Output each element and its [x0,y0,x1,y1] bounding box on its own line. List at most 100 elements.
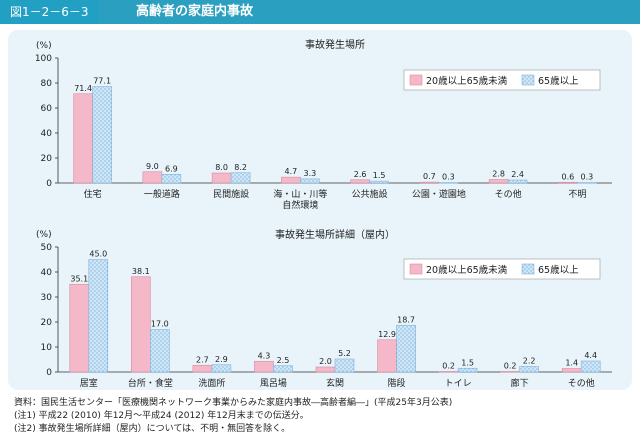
chart-0-data-label: 9.0 [146,162,159,171]
chart-1-ylabel: (%) [36,230,52,240]
chart-0-data-label: 1.5 [373,171,386,180]
chart-1-ytick-label: 30 [41,293,53,303]
chart-0-bar-under65 [73,93,93,184]
note-2: (注2) 事故発生場所詳細（屋内）については、不明・無回答を除く。 [14,424,291,434]
chart-0-ytick-label: 60 [41,104,53,114]
chart-0-bar-under65 [419,181,440,184]
chart-1-bar-over65 [396,324,416,373]
chart-1-bar-under65 [254,360,274,373]
chart-1-data-label: 35.1 [70,274,88,283]
chart-0-data-label: 2.6 [354,170,367,179]
chart-1-category-label: 玄関 [326,377,344,389]
chart-0-category-label: 自然環境 [282,199,318,211]
chart-1-ytick-label: 10 [41,343,53,353]
chart-1-bar-under65 [131,276,151,373]
chart-1-data-label: 4.3 [258,351,271,360]
chart-1-data-label: 1.5 [461,358,474,367]
chart-0-category-label: 公共施設 [352,188,388,200]
chart-0-category-label: その他 [495,188,522,200]
chart-0-data-label: 8.2 [234,163,247,172]
chart-1-data-label: 0.2 [504,362,517,371]
chart-1-data-label: 4.4 [584,351,597,360]
chart-0-data-label: 8.0 [215,163,228,172]
chart-1-category-label: 階段 [388,377,406,389]
chart-0-bar-under65 [558,181,578,184]
chart-1-data-label: 1.4 [565,359,578,368]
note-1: (注1) 平成22 (2010) 年12月～平成24 (2012) 年12月末ま… [14,411,309,421]
chart-0-ylabel: (%) [36,41,52,51]
chart-0-ytick-label: 80 [41,79,53,89]
chart-0-bar-over65 [438,182,459,184]
chart-0-bar-under65 [142,171,163,184]
chart-1-category-label: 風呂場 [260,377,287,389]
chart-1-bar-under65 [315,366,336,373]
chart-0-category-label: 海・山・川等 [273,188,327,200]
chart-1-bar-over65 [211,364,232,373]
figure-header: 図1－2－6－3 高齢者の家庭内事故 [0,0,640,24]
chart-1-data-label: 2.0 [319,357,332,366]
chart-1-title: 事故発生場所詳細（屋内） [275,228,395,241]
chart-1-category-label: その他 [568,377,595,389]
chart-0-legend-label: 65歳以上 [538,75,579,87]
chart-1-data-label: 12.9 [378,330,396,339]
chart-1-ytick-label: 0 [46,368,52,378]
chart-0-data-label: 3.3 [304,169,317,178]
chart-1-ytick-label: 40 [41,268,53,278]
chart-1-ytick-label: 50 [41,243,53,253]
chart-1-legend-label: 65歳以上 [538,264,579,276]
chart-0-ytick-label: 20 [41,154,53,164]
chart-0-data-label: 0.3 [442,173,455,182]
chart-0-legend-label: 20歳以上65歳未満 [426,75,508,87]
chart-0-data-label: 71.4 [74,84,92,93]
chart-1-bar-over65 [457,367,478,373]
chart-0-data-label: 77.1 [93,77,111,86]
chart-1-bar-under65 [500,371,520,373]
chart-1-legend-box [403,258,601,280]
chart-1-bar-over65 [273,365,293,373]
chart-1-data-label: 38.1 [132,267,150,276]
chart-1-ytick-label: 20 [41,318,53,328]
chart-0-title: 事故発生場所 [305,38,365,51]
chart-0-bar-under65 [281,176,301,184]
chart-0-data-label: 2.8 [492,170,505,179]
chart-0-bar-over65 [369,180,389,184]
chart-0-category-label: 民間施設 [213,188,249,200]
chart-1-data-label: 45.0 [89,250,107,259]
chart-1-bar-over65 [334,358,355,373]
chart-1-bar-over65 [519,366,539,373]
figure-number: 図1－2－6－3 [0,0,99,24]
chart-1-bar-under65 [192,364,213,373]
chart-1-category-label: 廊下 [511,377,529,389]
chart-0-bar-over65 [300,178,320,184]
chart-1-data-label: 2.7 [196,355,209,364]
chart-0-ytick-label: 100 [35,54,52,64]
chart-0-legend-swatch [409,74,423,86]
chart-1-legend-swatch [521,263,535,275]
chart-0-data-label: 6.9 [165,164,178,173]
chart-0-data-label: 0.7 [423,172,436,181]
chart-1-bar-under65 [377,339,397,373]
chart-0-category-label: 一般道路 [144,188,180,200]
chart-0-category-label: 公園・遊園地 [412,188,466,200]
chart-1-bar-over65 [88,259,109,373]
chart-1-data-label: 5.2 [338,349,351,358]
chart-0-ytick-label: 40 [41,129,53,139]
chart-1-legend-label: 20歳以上65歳未満 [426,264,508,276]
chart-0-data-label: 0.6 [562,172,575,181]
chart-0-legend-swatch [521,74,535,86]
chart-0-bar-over65 [161,174,182,184]
chart-1-data-label: 2.9 [215,355,228,364]
chart-1-data-label: 17.0 [151,320,169,329]
note-source: 資料：国民生活センター「医療機関ネットワーク事業からみた家庭内事故―高齢者編―」… [14,398,453,408]
chart-0-legend-box [403,69,601,91]
chart-1-category-label: トイレ [445,379,472,389]
chart-0-category-label: 不明 [568,189,586,200]
chart-0-category-label: 住宅 [84,188,102,200]
chart-0-ytick-label: 0 [46,179,52,189]
chart-1-data-label: 18.7 [397,315,415,324]
chart-1-category-label: 台所・食堂 [128,377,173,389]
chart-0-data-label: 2.4 [511,170,524,179]
chart-1-category-label: 洗面所 [198,377,225,389]
chart-0-bar-under65 [350,179,370,184]
